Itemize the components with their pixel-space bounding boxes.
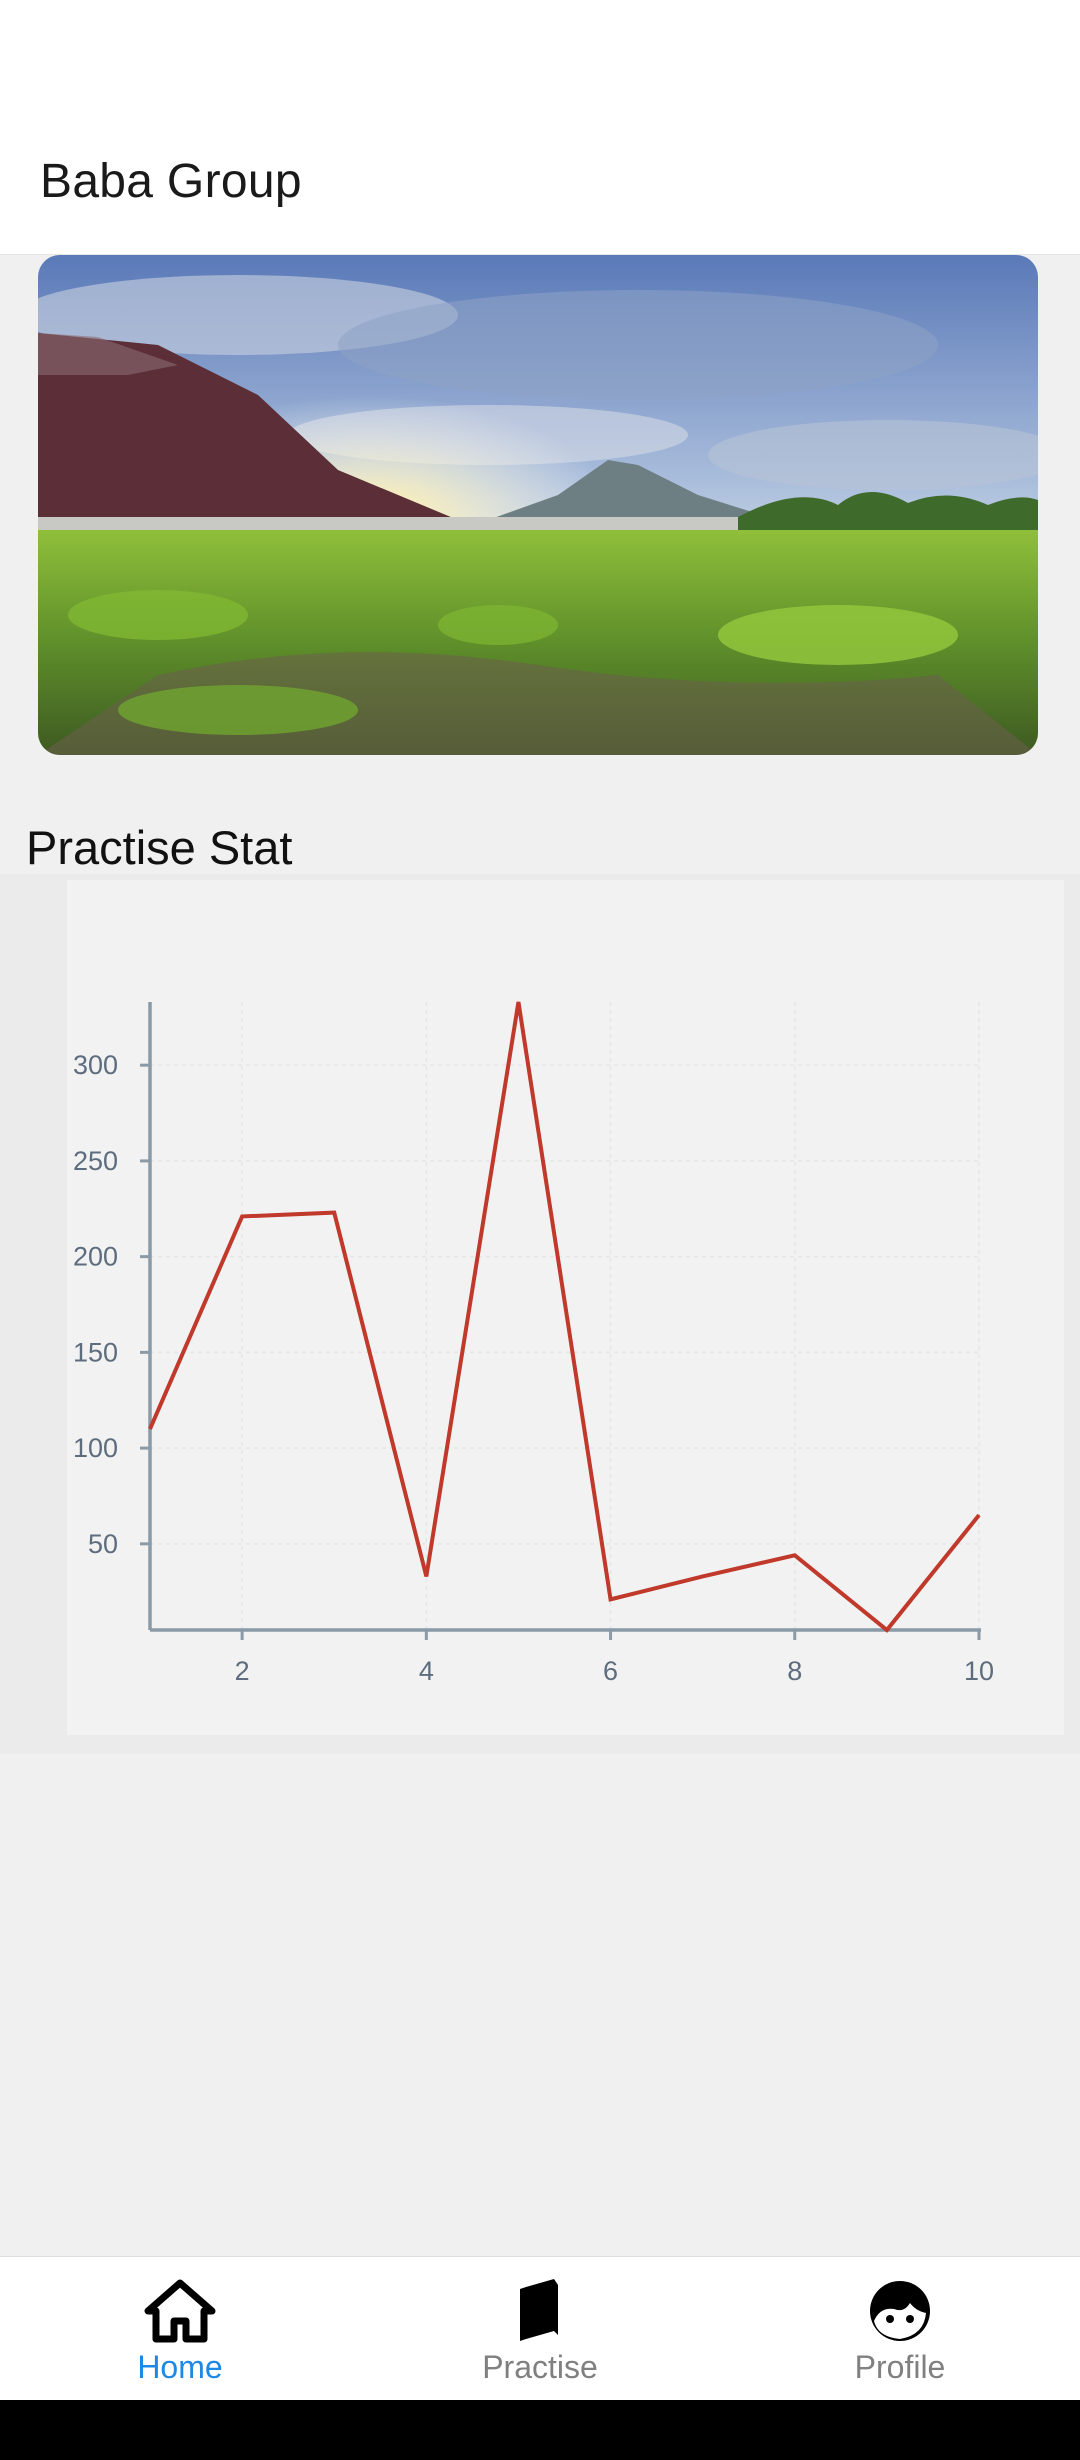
book-icon [520,2279,558,2341]
data-point [794,1554,796,1556]
x-tick-label: 6 [603,1656,618,1686]
data-point [241,1215,243,1217]
y-tick-label: 150 [73,1337,118,1367]
nav-item-home[interactable]: Home [0,2257,360,2401]
nav-label-profile: Profile [854,2349,946,2385]
chart-card: 50 100 150 200 250 300 2 4 6 8 10 [67,880,1064,1735]
hero-image [38,255,1038,755]
series-line [148,1001,981,1633]
status-bar [0,0,1080,96]
bottom-navigation: Home Practise Profile [0,2256,1080,2401]
y-tick-label: 250 [73,1146,118,1176]
home-icon [144,2279,216,2343]
x-tick-label: 4 [419,1656,434,1686]
data-point [978,1514,980,1516]
x-tick-label: 2 [235,1656,250,1686]
data-point [149,1428,151,1430]
data-point [517,1001,519,1003]
x-tick-label: 8 [787,1656,802,1686]
section-title: Practise Stat [26,821,293,874]
practise-line-chart: 50 100 150 200 250 300 2 4 6 8 10 [73,1001,994,1686]
y-tick-label: 300 [73,1050,118,1080]
x-tick-label: 10 [964,1656,994,1686]
y-tick-label: 50 [88,1529,118,1559]
y-tick-label: 200 [73,1242,118,1272]
nav-item-profile[interactable]: Profile [720,2257,1080,2401]
data-point [425,1575,427,1577]
nav-item-practise[interactable]: Practise [360,2257,720,2401]
data-point [610,1598,612,1600]
app-title: Baba Group [40,155,302,208]
data-point [333,1212,335,1214]
nav-label-practise: Practise [482,2349,598,2385]
face-icon [870,2281,930,2341]
data-point [702,1575,704,1577]
nav-label-home: Home [137,2349,223,2385]
data-point [886,1629,888,1631]
system-navigation-bar [0,2400,1080,2460]
y-tick-label: 100 [73,1433,118,1463]
app-bar: Baba Group [0,96,1080,255]
